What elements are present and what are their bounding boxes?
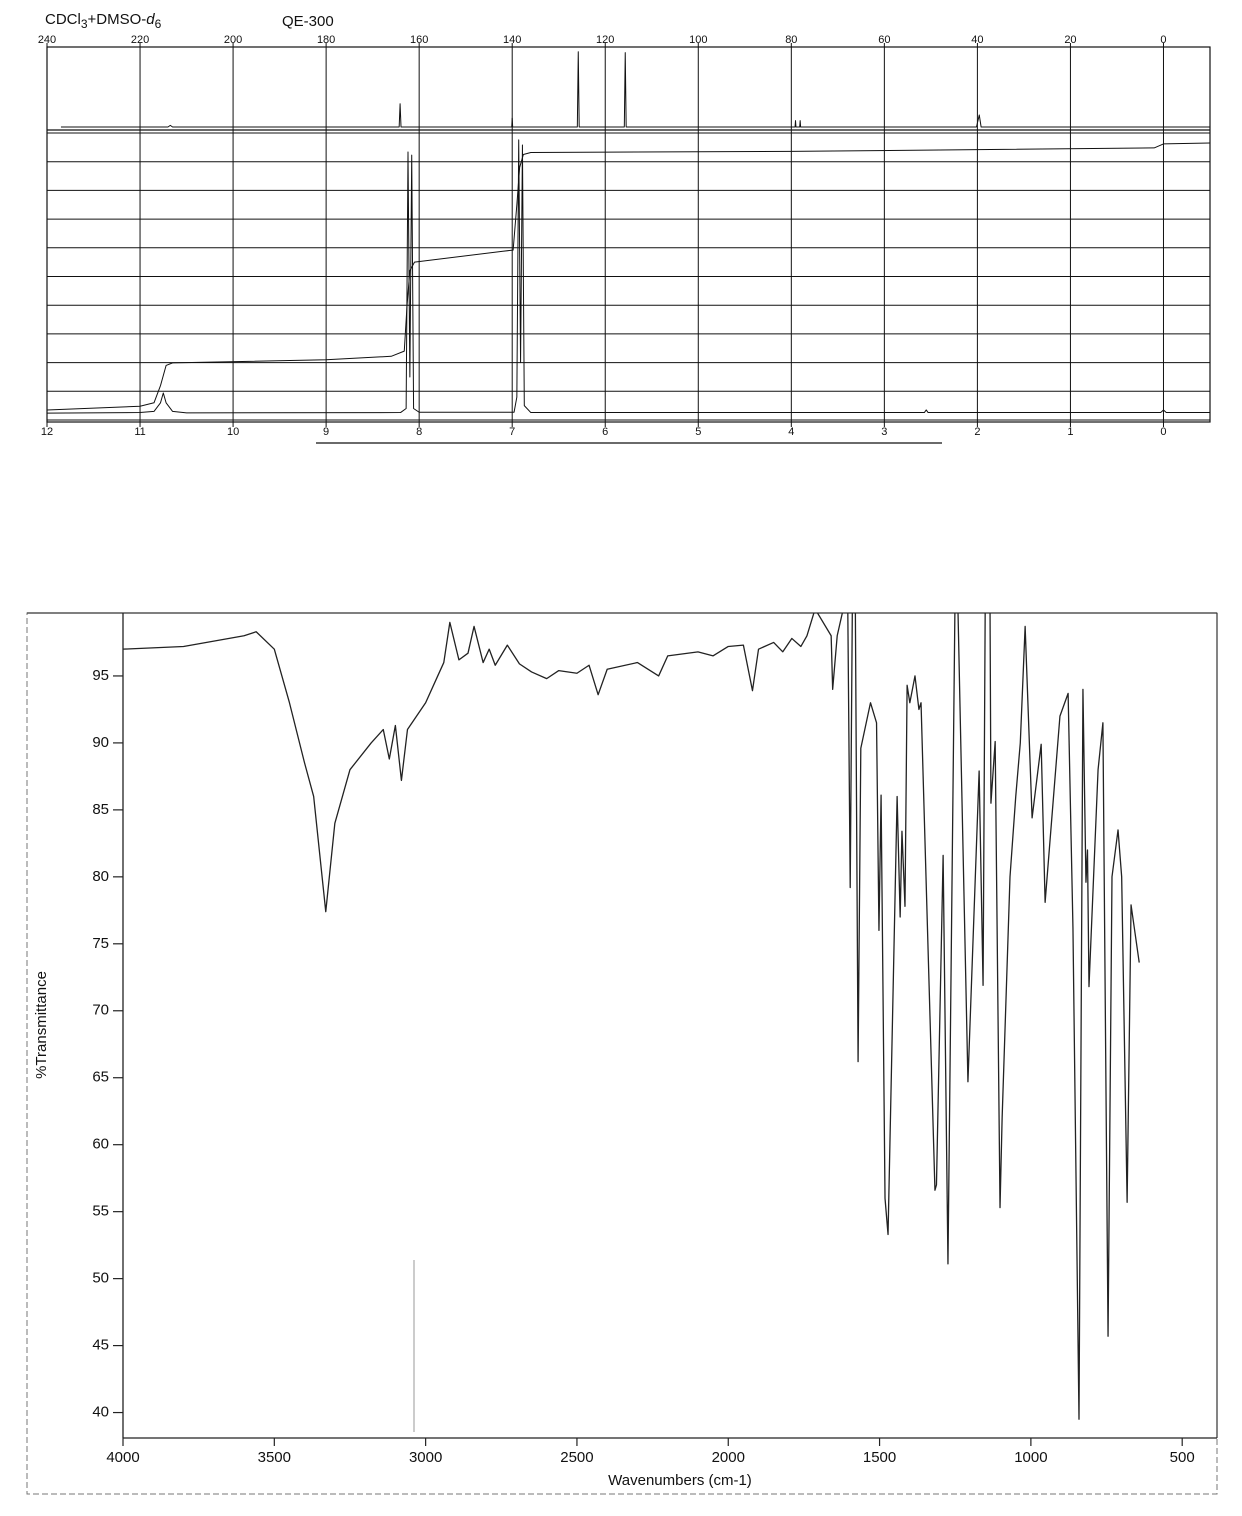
x-tick-label: 5 bbox=[695, 426, 701, 438]
x-tick-label: 3 bbox=[881, 426, 887, 438]
x-tick-label: 8 bbox=[416, 426, 422, 438]
x2-tick-label: 20 bbox=[1064, 34, 1076, 46]
x2-tick-label: 120 bbox=[596, 34, 614, 46]
y-tick-label: 85 bbox=[92, 801, 109, 818]
x-tick-label: 4 bbox=[788, 426, 794, 438]
x2-tick-label: 220 bbox=[131, 34, 149, 46]
y-tick-label: 75 bbox=[92, 935, 109, 952]
y-tick-label: 50 bbox=[92, 1270, 109, 1287]
ir-outer-frame bbox=[26, 612, 1218, 1495]
x2-tick-label: 240 bbox=[38, 34, 56, 46]
y-axis-label: %Transmittance bbox=[33, 971, 50, 1079]
y-tick-label: 55 bbox=[92, 1203, 109, 1220]
x2-tick-label: 200 bbox=[224, 34, 242, 46]
x-tick-label: 1 bbox=[1067, 426, 1073, 438]
y-tick-label: 65 bbox=[92, 1069, 109, 1086]
x-axis-label: Wavenumbers (cm-1) bbox=[608, 1472, 752, 1489]
y-tick-label: 40 bbox=[92, 1404, 109, 1421]
x-tick-label: 3500 bbox=[258, 1449, 291, 1466]
nmr-frame bbox=[46, 46, 1211, 423]
x-tick-label: 4000 bbox=[106, 1449, 139, 1466]
spectrum-line bbox=[47, 142, 1210, 411]
x-tick-label: 0 bbox=[1160, 426, 1166, 438]
solvent-sub: 3 bbox=[81, 17, 88, 31]
nmr-panel: CDCl3+DMSO-d6 QE-300 12 11 10 9 8 7 6 5 4 3 2 1 0240… bbox=[38, 11, 1211, 444]
y-tick-label: 95 bbox=[92, 667, 109, 684]
x-tick-label: 10 bbox=[227, 426, 239, 438]
x-tick-label: 1000 bbox=[1014, 1449, 1047, 1466]
solvent-label: CDCl3+DMSO-d6 bbox=[45, 11, 162, 31]
x2-tick-label: 80 bbox=[785, 34, 797, 46]
ir-panel: Wavenumbers (cm-1) %Transmittance 40 45 50… bbox=[26, 612, 1218, 1495]
x-tick-label: 500 bbox=[1170, 1449, 1195, 1466]
solvent-sub: 6 bbox=[155, 17, 162, 31]
y-tick-label: 60 bbox=[92, 1136, 109, 1153]
spectrum-line bbox=[60, 51, 1210, 128]
y-tick-label: 70 bbox=[92, 1002, 109, 1019]
x2-tick-label: 100 bbox=[689, 34, 707, 46]
solvent-part: d bbox=[146, 11, 155, 28]
x-tick-label: 12 bbox=[41, 426, 53, 438]
x2-tick-label: 60 bbox=[878, 34, 890, 46]
solvent-part: CDCl bbox=[45, 11, 81, 28]
x-tick-label: 2 bbox=[974, 426, 980, 438]
instrument-label: QE-300 bbox=[282, 13, 334, 30]
spectrum-line bbox=[47, 139, 1210, 414]
x-tick-label: 2000 bbox=[712, 1449, 745, 1466]
x2-tick-label: 180 bbox=[317, 34, 335, 46]
y-tick-label: 90 bbox=[92, 734, 109, 751]
x-tick-label: 1500 bbox=[863, 1449, 896, 1466]
x-tick-label: 3000 bbox=[409, 1449, 442, 1466]
spectrum-line bbox=[123, 613, 1140, 1420]
x2-tick-label: 160 bbox=[410, 34, 428, 46]
x-tick-label: 2500 bbox=[560, 1449, 593, 1466]
x-tick-label: 11 bbox=[134, 426, 145, 438]
x2-tick-label: 140 bbox=[503, 34, 521, 46]
x2-tick-label: 40 bbox=[971, 34, 983, 46]
x-tick-label: 7 bbox=[509, 426, 515, 438]
y-tick-label: 80 bbox=[92, 868, 109, 885]
x-tick-label: 9 bbox=[323, 426, 329, 438]
x2-tick-label: 0 bbox=[1160, 34, 1166, 46]
solvent-part: +DMSO- bbox=[88, 11, 147, 28]
y-tick-label: 45 bbox=[92, 1337, 109, 1354]
x-tick-label: 6 bbox=[602, 426, 608, 438]
